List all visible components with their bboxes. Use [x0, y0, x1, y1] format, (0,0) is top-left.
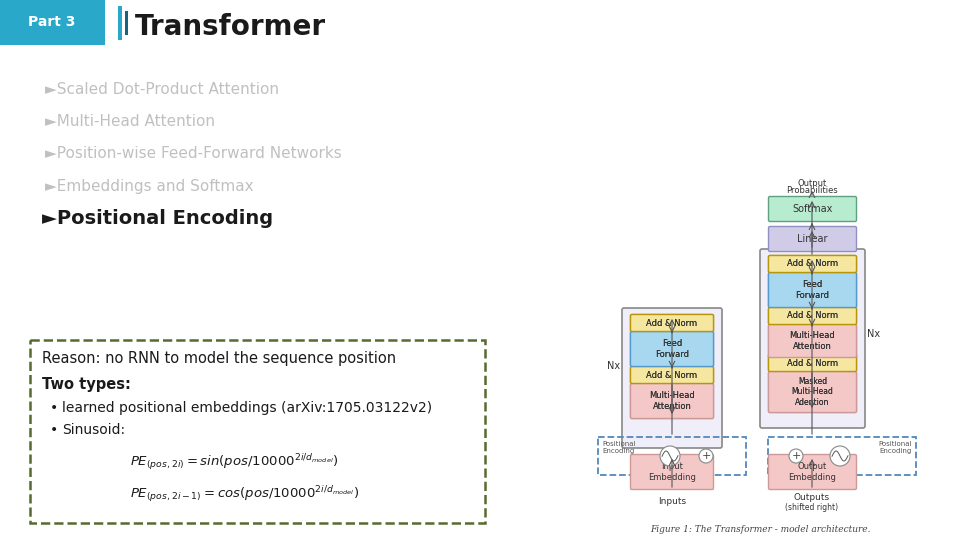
FancyBboxPatch shape [30, 340, 485, 523]
Text: Feed
Forward: Feed Forward [655, 339, 689, 359]
FancyBboxPatch shape [760, 249, 865, 428]
Bar [118, 6, 122, 40]
Text: Add & Norm: Add & Norm [646, 370, 698, 380]
FancyBboxPatch shape [769, 325, 856, 357]
Text: Inputs: Inputs [658, 496, 686, 505]
FancyBboxPatch shape [0, 0, 105, 45]
FancyBboxPatch shape [631, 332, 713, 367]
Circle shape [660, 446, 680, 466]
FancyBboxPatch shape [769, 197, 856, 221]
FancyBboxPatch shape [769, 255, 856, 273]
FancyBboxPatch shape [769, 273, 856, 307]
Text: +: + [702, 451, 710, 461]
FancyBboxPatch shape [631, 383, 713, 418]
Bar [768, 437, 916, 475]
Text: ►Position-wise Feed-Forward Networks: ►Position-wise Feed-Forward Networks [45, 146, 342, 161]
Text: Positional
Encoding: Positional Encoding [878, 441, 912, 454]
Text: (shifted right): (shifted right) [785, 503, 839, 511]
Text: Masked
Multi-Head
Adention: Masked Multi-Head Adention [792, 377, 833, 407]
FancyBboxPatch shape [631, 314, 713, 332]
FancyBboxPatch shape [631, 367, 713, 383]
Text: •: • [50, 401, 59, 415]
Bar [125, 11, 128, 35]
Text: +: + [791, 451, 801, 461]
FancyBboxPatch shape [631, 383, 713, 418]
FancyBboxPatch shape [769, 325, 856, 357]
Text: ►Multi-Head Attention: ►Multi-Head Attention [45, 114, 215, 130]
Text: Output: Output [798, 179, 827, 188]
Text: Add & Norm: Add & Norm [646, 370, 698, 380]
Text: Probabilities: Probabilities [786, 186, 838, 195]
FancyBboxPatch shape [622, 308, 722, 448]
FancyBboxPatch shape [769, 455, 856, 489]
Text: Part 3: Part 3 [28, 15, 76, 29]
Text: Masked
Multi-Head
Adention: Masked Multi-Head Adention [792, 377, 833, 407]
FancyBboxPatch shape [769, 372, 856, 413]
Text: Add & Norm: Add & Norm [646, 319, 698, 327]
Text: $PE_{(pos,2i)} = sin(pos/10000^{2i/d_{model}})$: $PE_{(pos,2i)} = sin(pos/10000^{2i/d_{mo… [130, 452, 339, 472]
Text: $PE_{(pos,2i-1)} = cos(pos/10000^{2i/d_{model}})$: $PE_{(pos,2i-1)} = cos(pos/10000^{2i/d_{… [130, 484, 359, 504]
Text: Add & Norm: Add & Norm [787, 260, 838, 268]
Text: Add & Norm: Add & Norm [646, 319, 698, 327]
Text: learned positional embeddings (arXiv:1705.03122v2): learned positional embeddings (arXiv:170… [62, 401, 432, 415]
Text: Feed
Forward: Feed Forward [796, 280, 829, 300]
Text: Softmax: Softmax [792, 204, 832, 214]
Text: ►Embeddings and Softmax: ►Embeddings and Softmax [45, 179, 253, 193]
Text: Reason: no RNN to model the sequence position: Reason: no RNN to model the sequence pos… [42, 350, 396, 366]
FancyBboxPatch shape [631, 367, 713, 383]
Text: Multi-Head
Attention: Multi-Head Attention [649, 392, 695, 411]
Text: Multi-Head
Attention: Multi-Head Attention [790, 332, 835, 350]
Text: Positional
Encoding: Positional Encoding [602, 441, 636, 454]
FancyBboxPatch shape [769, 354, 856, 372]
Circle shape [789, 449, 803, 463]
Bar [598, 437, 746, 475]
FancyBboxPatch shape [769, 226, 856, 252]
Text: Output
Embedding: Output Embedding [788, 462, 836, 482]
Text: ►Positional Encoding: ►Positional Encoding [42, 208, 274, 227]
Text: Transformer: Transformer [135, 13, 326, 41]
Text: Feed
Forward: Feed Forward [796, 280, 829, 300]
Text: Linear: Linear [797, 234, 828, 244]
Text: Figure 1: The Transformer - model architecture.: Figure 1: The Transformer - model archit… [650, 525, 871, 535]
Text: Add & Norm: Add & Norm [787, 312, 838, 321]
Text: Add & Norm: Add & Norm [787, 359, 838, 368]
FancyBboxPatch shape [631, 314, 713, 332]
Text: Outputs: Outputs [794, 494, 830, 503]
Circle shape [830, 446, 850, 466]
FancyBboxPatch shape [769, 307, 856, 325]
Text: ►Scaled Dot-Product Attention: ►Scaled Dot-Product Attention [45, 83, 279, 98]
Text: •: • [50, 423, 59, 437]
FancyBboxPatch shape [769, 273, 856, 307]
FancyBboxPatch shape [631, 332, 713, 367]
FancyBboxPatch shape [769, 372, 856, 413]
Text: Input
Embedding: Input Embedding [648, 462, 696, 482]
Text: Two types:: Two types: [42, 377, 131, 393]
Circle shape [699, 449, 713, 463]
Text: Feed
Forward: Feed Forward [655, 339, 689, 359]
Text: Multi-Head
Attention: Multi-Head Attention [790, 332, 835, 350]
Text: Add & Norm: Add & Norm [787, 359, 838, 368]
FancyBboxPatch shape [631, 455, 713, 489]
FancyBboxPatch shape [769, 255, 856, 273]
Text: Sinusoid:: Sinusoid: [62, 423, 125, 437]
Text: Nx: Nx [867, 329, 880, 339]
Text: Multi-Head
Attention: Multi-Head Attention [649, 392, 695, 411]
FancyBboxPatch shape [769, 354, 856, 372]
Text: Nx: Nx [607, 361, 620, 371]
Text: Add & Norm: Add & Norm [787, 312, 838, 321]
FancyBboxPatch shape [769, 307, 856, 325]
Text: Add & Norm: Add & Norm [787, 260, 838, 268]
